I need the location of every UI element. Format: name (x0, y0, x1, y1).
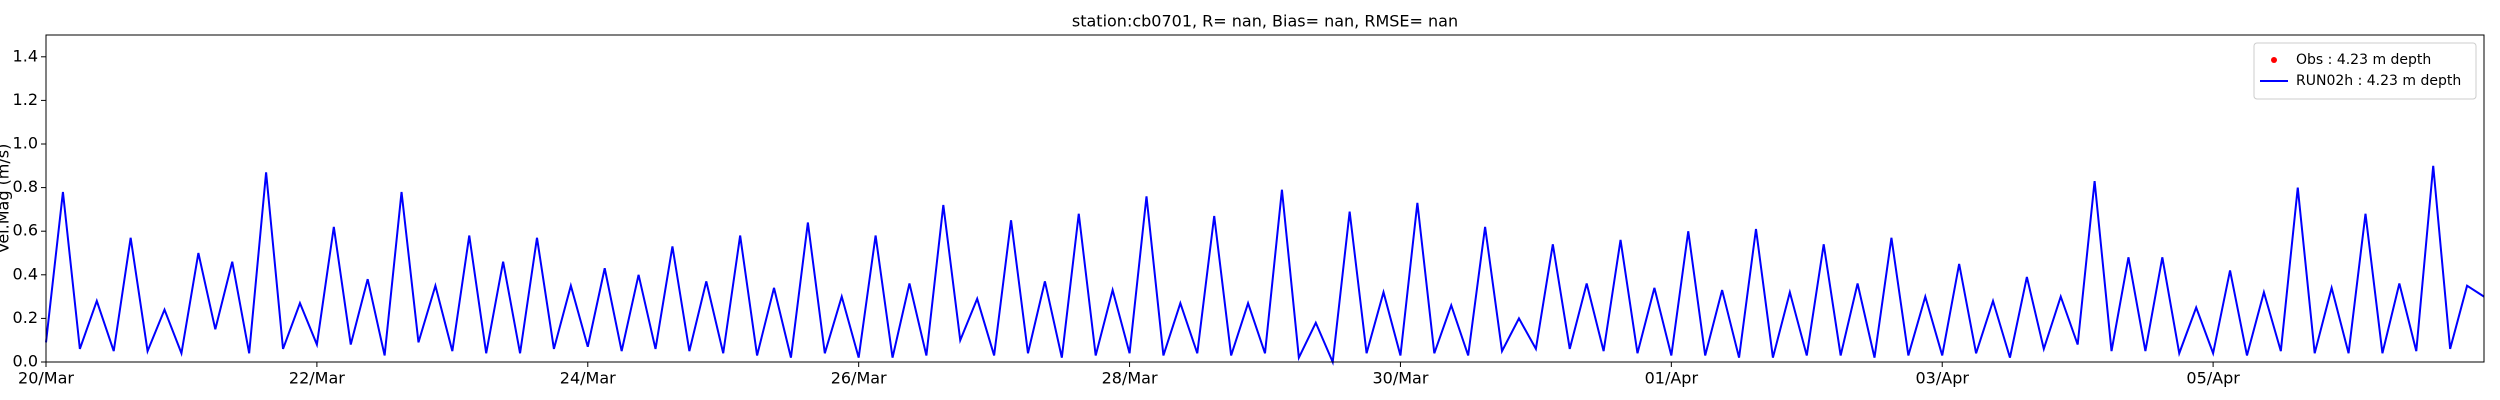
x-tick-label: 26/Mar (831, 369, 887, 388)
chart-title: station:cb0701, R= nan, Bias= nan, RMSE=… (1072, 12, 1458, 31)
x-tick-label: 30/Mar (1372, 369, 1428, 388)
x-tick-label: 28/Mar (1102, 369, 1158, 388)
x-tick-label: 01/Apr (1645, 369, 1699, 388)
legend-box (2253, 42, 2477, 100)
series-line (45, 165, 2485, 366)
y-tick-label: 1.2 (13, 90, 38, 109)
legend-marker (2271, 57, 2277, 63)
y-tick-label: 0.8 (13, 177, 38, 196)
x-tick-label: 24/Mar (560, 369, 616, 388)
y-tick-label: 1.4 (13, 46, 38, 65)
legend-label: Obs : 4.23 m depth (2296, 52, 2431, 68)
x-tick-label: 05/Apr (2186, 369, 2240, 388)
y-tick-label: 0.4 (13, 264, 38, 283)
x-tick-label: 03/Apr (1916, 369, 1970, 388)
y-axis-label: Vel.Mag (m/s) (0, 144, 13, 254)
plot-frame (45, 34, 2485, 363)
y-tick-label: 0.2 (13, 308, 38, 327)
y-tick-label: 0.6 (13, 221, 38, 240)
y-tick-label: 0.0 (13, 352, 38, 371)
x-tick-label: 22/Mar (289, 369, 345, 388)
legend-label: RUN02h : 4.23 m depth (2296, 73, 2461, 89)
x-tick-label: 20/Mar (18, 369, 74, 388)
y-tick-label: 1.0 (13, 134, 38, 153)
